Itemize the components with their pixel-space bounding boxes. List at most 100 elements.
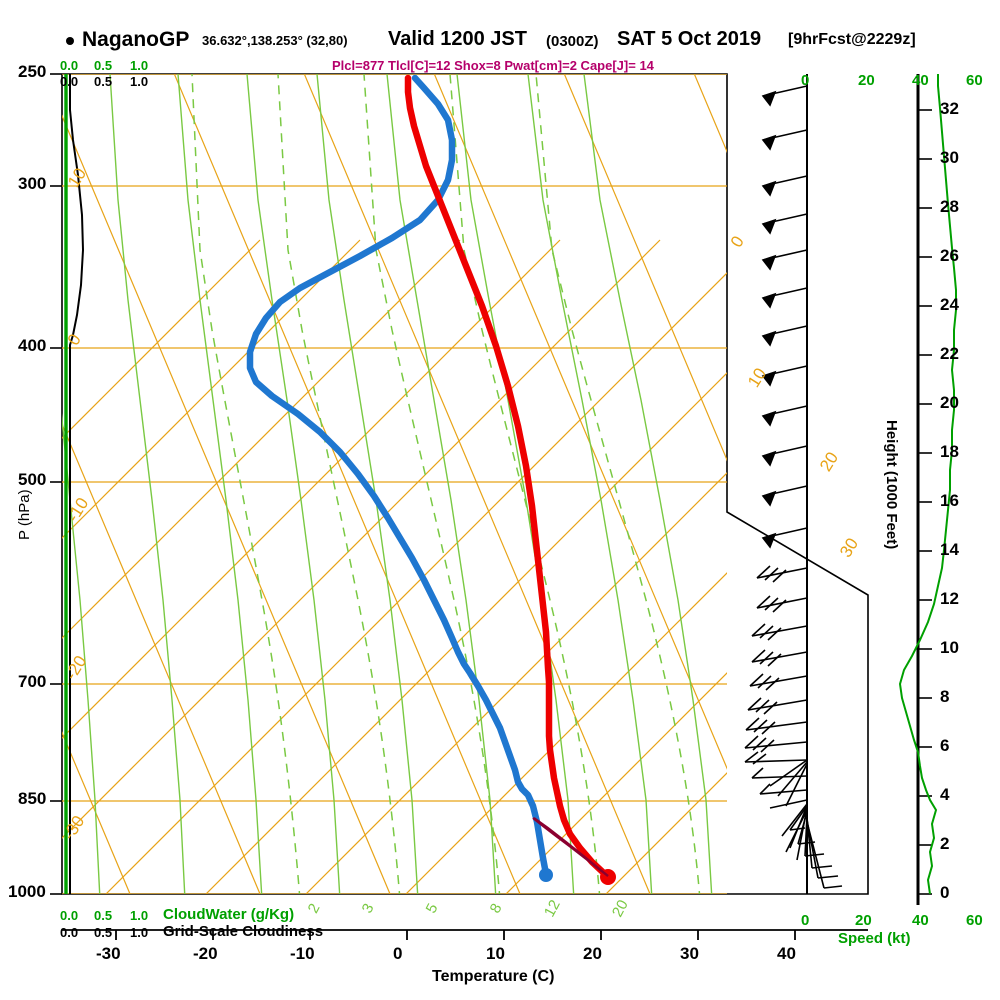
temperature-tick-0: 0 [393,944,403,963]
wind-barb [761,129,808,151]
pressure-tick-400: 400 [18,336,47,355]
cloudiness-tick-top-2: 1.0 [130,74,149,89]
station-name: NaganoGP [82,28,190,51]
height-tick-18: 18 [940,442,959,461]
pressure-tick-1000: 1000 [8,882,46,901]
speed-tick-bottom-0: 0 [801,912,810,929]
parcel-path [532,817,609,877]
wind-barb [761,85,808,107]
pressure-axis-label: P (hPa) [16,489,33,540]
wind-barb [761,445,808,467]
wind-barb [761,365,808,387]
cloudwater-axis-label: CloudWater (g/Kg) [163,906,295,923]
pressure-tick-250: 250 [18,62,47,81]
wind-barb [744,751,808,765]
dewpoint-trace [246,74,550,878]
speed-tick-bottom-20: 20 [855,912,872,929]
forecast-info: [9hrFcst@2229z] [788,31,916,48]
isotherm-lines [62,239,727,894]
height-tick-24: 24 [940,295,959,314]
cloudiness-tick-bottom-0: 0.0 [60,925,79,940]
cloudiness-tick-top-0: 0.0 [60,74,79,89]
cloudiness-axis-label: Grid-Scale Cloudiness [163,923,324,940]
temperature-tick-30: 30 [680,944,699,963]
wind-barb [761,175,808,197]
wind-barb [806,819,839,879]
height-tick-8: 8 [940,687,950,706]
height-profile-curve [898,74,957,894]
wind-barb [761,527,808,549]
temperature-axis-ticks [62,929,868,940]
wind-barb [761,213,808,235]
temperature-tick--10: -10 [290,944,315,963]
cloudwater-tick-bottom-1: 0.5 [94,908,113,923]
height-tick-10: 10 [940,638,959,657]
temperature-tick-20: 20 [583,944,602,963]
temperature-axis-label: Temperature (C) [432,968,555,985]
wind-barb [759,783,808,795]
plot-frame [61,73,869,895]
wind-barb [751,767,808,779]
wind-barb [761,287,808,309]
wind-barb [769,799,808,809]
wind-barb [761,405,808,427]
pressure-tick-300: 300 [18,174,47,193]
dewpoint-surface-marker [539,868,553,882]
height-axis [916,74,932,905]
cloudwater-tick-top-0: 0.0 [60,58,79,73]
isobar-lines [62,74,727,894]
wind-barb [761,325,808,347]
cloudwater-tick-top-1: 0.5 [94,58,113,73]
height-axis-label: Height (1000 Feet) [883,420,900,550]
stability-parameters: Plcl=877 Tlcl[C]=12 Shox=8 Pwat[cm]=2 Ca… [332,58,654,73]
pressure-tick-500: 500 [18,470,47,489]
height-tick-32: 32 [940,99,959,118]
speed-tick-bottom-60: 60 [966,912,983,929]
height-tick-4: 4 [940,785,950,804]
height-tick-12: 12 [940,589,959,608]
temperature-tick-40: 40 [777,944,796,963]
pressure-tick-850: 850 [18,789,47,808]
speed-tick-top-60: 60 [966,72,983,89]
speed-tick-top-0: 0 [801,72,810,89]
valid-date: SAT 5 Oct 2019 [617,28,762,50]
temperature-trace [404,74,611,880]
pressure-tick-700: 700 [18,672,47,691]
temperature-tick-10: 10 [486,944,505,963]
wind-barb [806,821,843,889]
cloudiness-tick-bottom-1: 0.5 [94,925,113,940]
height-tick-28: 28 [940,197,959,216]
height-tick-6: 6 [940,736,950,755]
speed-axis-label: Speed (kt) [838,930,911,947]
height-tick-30: 30 [940,148,959,167]
wind-barb [744,735,808,753]
wind-barb [747,697,808,715]
mixing-ratio-lines [62,74,713,894]
speed-tick-bottom-40: 40 [912,912,929,929]
valid-time: Valid 1200 JST [388,28,527,50]
temperature-tick--30: -30 [96,944,121,963]
height-tick-26: 26 [940,246,959,265]
height-tick-20: 20 [940,393,959,412]
cloudiness-profile-curve [69,74,85,894]
wind-barb [761,485,808,507]
pressure-axis-ticks [50,73,62,895]
wind-barb [761,249,808,271]
wind-barb [751,623,808,641]
height-tick-16: 16 [940,491,959,510]
wind-barb [745,717,808,735]
height-tick-0: 0 [940,883,950,902]
dry-adiabat-lines [62,74,727,894]
cloudiness-tick-top-1: 0.5 [94,74,113,89]
wind-barb [749,673,808,691]
speed-tick-top-40: 40 [912,72,929,89]
wind-barb-column [744,74,843,894]
speed-tick-top-20: 20 [858,72,875,89]
height-tick-2: 2 [940,834,950,853]
station-coordinates: 36.632°,138.253° (32,80) [202,33,348,48]
height-tick-14: 14 [940,540,959,559]
temperature-tick--20: -20 [193,944,218,963]
station-marker-dot [66,37,74,45]
